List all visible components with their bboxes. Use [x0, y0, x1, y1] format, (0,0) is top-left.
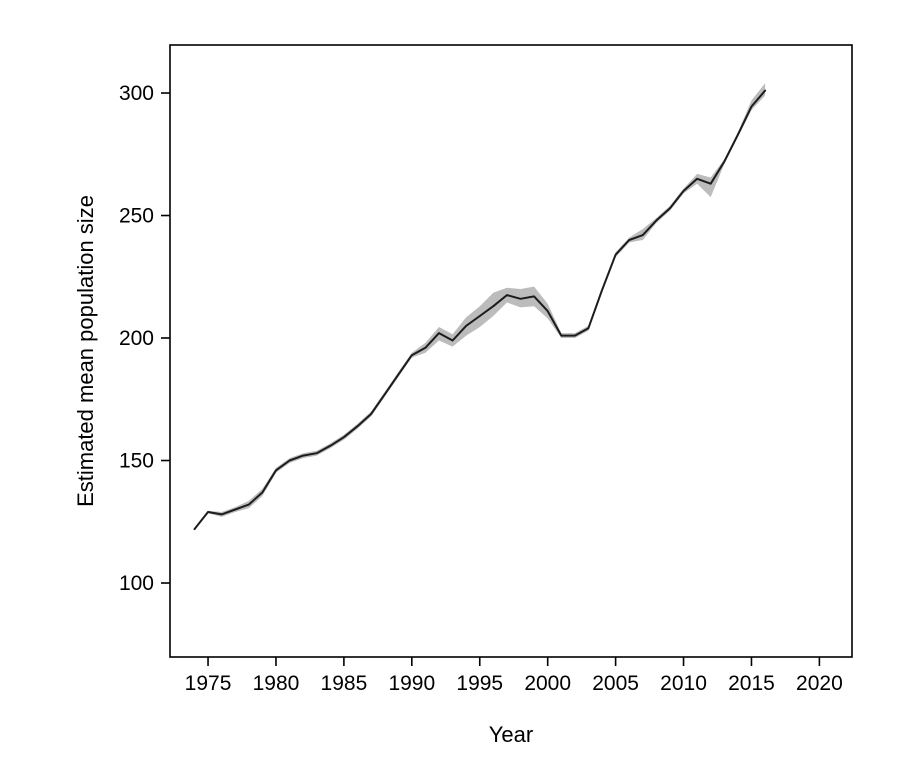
confidence-band: [194, 83, 766, 530]
x-tick-label: 1995: [456, 672, 503, 695]
x-tick-label: 2010: [660, 672, 707, 695]
x-tick-label: 1985: [321, 672, 368, 695]
y-axis: 100 150 200 250 300: [119, 82, 170, 595]
x-axis: 1975 1980 1985 1990 1995 2000 2005 2010 2015 2020: [185, 657, 843, 695]
x-tick-label: 2020: [796, 672, 843, 695]
mean-line-layer: [193, 89, 767, 531]
x-axis-title: Year: [489, 722, 533, 747]
x-tick-label: 2000: [524, 672, 571, 695]
y-tick-label: 250: [119, 205, 154, 228]
mean-population-line: [193, 89, 767, 531]
x-tick-label: 2015: [728, 672, 775, 695]
x-tick-label: 1975: [185, 672, 232, 695]
y-tick-label: 300: [119, 82, 154, 105]
y-tick-label: 150: [119, 450, 154, 473]
y-axis-title: Estimated mean population size: [73, 195, 98, 507]
x-tick-label: 2005: [592, 672, 639, 695]
y-tick-label: 100: [119, 572, 154, 595]
confidence-band-layer: [194, 83, 766, 530]
plot-frame: [169, 44, 853, 658]
x-tick-label: 1990: [388, 672, 435, 695]
x-tick-label: 1980: [253, 672, 300, 695]
y-tick-label: 200: [119, 327, 154, 350]
